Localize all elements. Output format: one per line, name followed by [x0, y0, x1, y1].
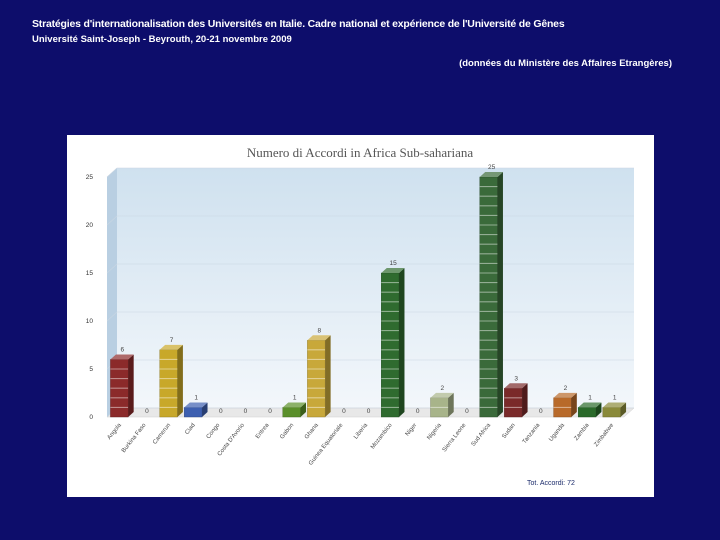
- bar-top: [602, 402, 627, 408]
- data-label: 1: [293, 394, 297, 401]
- slide-title: Stratégies d'internationalisation des Un…: [32, 18, 565, 30]
- data-label: 0: [342, 408, 346, 415]
- bar-side: [300, 402, 307, 417]
- bar-chart: Numero di Accordi in Africa Sub-saharian…: [86, 145, 635, 487]
- category-label: Liberia: [353, 422, 369, 440]
- data-label: 0: [465, 408, 469, 415]
- category-label: Gabon: [279, 423, 295, 441]
- category-label: Sierra Leone: [442, 422, 468, 453]
- bar-front: [381, 272, 400, 418]
- bar-side: [522, 383, 528, 417]
- data-label: 0: [244, 408, 248, 415]
- bar-front: [602, 407, 621, 418]
- category-label: Zimbabwe: [593, 422, 615, 448]
- gridline-depth: [106, 167, 118, 178]
- data-label: 15: [390, 260, 398, 267]
- bar-top: [553, 392, 577, 398]
- data-label: 3: [514, 375, 518, 382]
- category-label: Eritrea: [255, 422, 271, 440]
- bar-side: [177, 344, 183, 417]
- gridline-depth: [106, 311, 118, 322]
- bar-top: [282, 402, 307, 408]
- data-label: 1: [194, 394, 198, 401]
- bar-side: [202, 402, 208, 417]
- category-label: Mozambico: [370, 422, 394, 450]
- bar-top: [578, 402, 602, 408]
- bar-side: [571, 392, 577, 417]
- y-tick-label: 20: [86, 222, 94, 229]
- data-label: 0: [416, 408, 420, 415]
- chart-title: Numero di Accordi in Africa Sub-saharian…: [247, 145, 474, 160]
- category-label: Sudan: [501, 423, 516, 440]
- category-label: Ciad: [184, 423, 196, 436]
- bar-top: [159, 344, 183, 350]
- total-annotation: Tot. Accordi: 72: [527, 480, 575, 487]
- bar-side: [325, 335, 331, 417]
- data-label: 0: [268, 408, 272, 415]
- bar-side: [497, 172, 503, 417]
- gridline-depth: [106, 215, 118, 226]
- slide-subtitle: Université Saint-Joseph - Beyrouth, 20-2…: [32, 34, 292, 45]
- data-label: 25: [488, 164, 496, 171]
- chart-panel: Numero di Accordi in Africa Sub-saharian…: [67, 135, 654, 497]
- category-label: Congo: [206, 422, 222, 440]
- category-label: Niger: [405, 423, 419, 438]
- category-label: Angola: [107, 422, 124, 441]
- bar-top: [307, 335, 331, 341]
- bar-side: [620, 402, 627, 417]
- category-label: Burkina Faso: [121, 422, 148, 454]
- data-label: 0: [145, 408, 149, 415]
- data-label: 6: [120, 346, 124, 353]
- data-label: 8: [317, 327, 321, 334]
- bar-front: [282, 407, 301, 418]
- category-label: Uganda: [548, 422, 566, 443]
- bar-top: [430, 392, 454, 398]
- data-label: 0: [219, 408, 223, 415]
- bar-front: [479, 176, 498, 418]
- data-label: 1: [588, 394, 592, 401]
- y-tick-label: 15: [86, 270, 94, 277]
- category-label: Ghana: [304, 422, 320, 440]
- data-source-note: (données du Ministère des Affaires Etran…: [459, 58, 672, 69]
- bar-side: [595, 402, 602, 417]
- category-label: Costa D'Avorio: [217, 422, 247, 458]
- y-tick-label: 10: [86, 318, 94, 325]
- bar-top: [381, 268, 405, 273]
- bar-top: [110, 354, 134, 360]
- bar-side: [448, 392, 454, 417]
- data-label: 2: [564, 385, 568, 392]
- y-tick-label: 25: [86, 174, 94, 181]
- category-label: Camerun: [152, 423, 172, 446]
- back-wall: [117, 168, 634, 408]
- bar-front: [184, 407, 203, 418]
- bar-top: [479, 172, 503, 177]
- side-wall: [107, 168, 117, 417]
- category-label: Nigeria: [426, 422, 443, 441]
- y-tick-label: 5: [89, 366, 93, 373]
- data-label: 0: [539, 408, 543, 415]
- category-label: Tanzania: [522, 422, 542, 445]
- bar-top: [184, 402, 208, 408]
- bar-side: [128, 354, 134, 417]
- data-label: 1: [613, 394, 617, 401]
- bar-front: [504, 387, 523, 418]
- data-label: 0: [367, 408, 371, 415]
- data-label: 2: [441, 385, 445, 392]
- bar-side: [398, 268, 405, 417]
- category-label: Zambia: [574, 422, 591, 442]
- gridline-depth: [106, 263, 118, 274]
- y-tick-label: 0: [89, 414, 93, 421]
- bar-front: [578, 407, 597, 418]
- category-label: Sud Africa: [471, 422, 493, 448]
- bar-top: [504, 383, 528, 389]
- data-label: 7: [170, 337, 174, 344]
